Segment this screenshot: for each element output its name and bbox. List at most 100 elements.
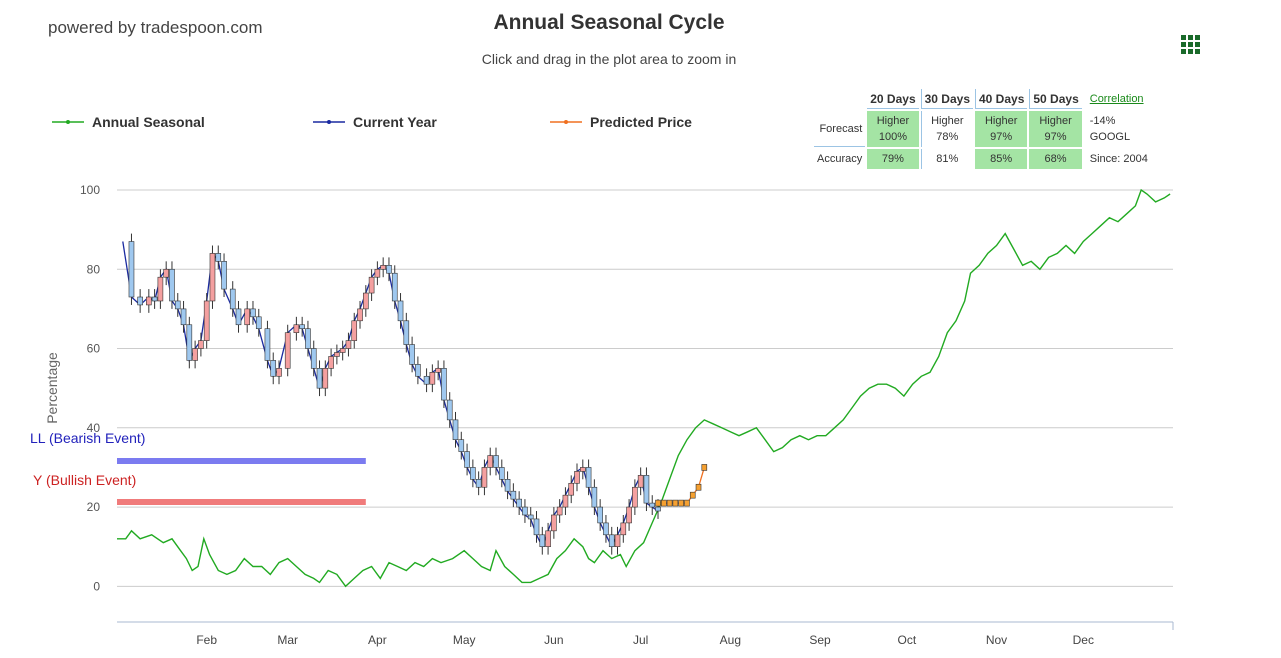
candle bbox=[397, 300, 404, 322]
candle bbox=[244, 308, 250, 326]
candle bbox=[299, 324, 305, 330]
candle bbox=[614, 534, 621, 547]
forecast-header-50: 50 Days bbox=[1029, 89, 1082, 109]
candle bbox=[284, 332, 291, 369]
legend-item-predicted-price[interactable]: Predicted Price bbox=[550, 114, 692, 130]
legend-item-current-year[interactable]: Current Year bbox=[313, 114, 437, 130]
correlation-info: -14% GOOGL bbox=[1089, 115, 1131, 143]
candle bbox=[198, 340, 204, 349]
forecast-row-label: Forecast bbox=[814, 111, 866, 147]
candle bbox=[487, 455, 494, 468]
candle bbox=[649, 502, 656, 508]
candle bbox=[533, 518, 540, 536]
candle bbox=[510, 490, 517, 500]
candle bbox=[574, 471, 580, 484]
candle bbox=[334, 352, 340, 357]
legend-label: Current Year bbox=[353, 114, 437, 130]
chart-subtitle: Click and drag in the plot area to zoom … bbox=[481, 51, 737, 67]
predicted-marker bbox=[695, 483, 702, 491]
candle bbox=[229, 288, 236, 310]
candle bbox=[163, 268, 169, 278]
forecast-cell: Higher 100% bbox=[867, 111, 919, 147]
candle bbox=[551, 514, 557, 532]
candle bbox=[357, 308, 363, 322]
candle bbox=[255, 316, 262, 330]
candle bbox=[328, 356, 334, 369]
candle bbox=[643, 475, 650, 504]
candle bbox=[363, 292, 369, 310]
chart-title: Annual Seasonal Cycle bbox=[493, 11, 725, 34]
candle bbox=[562, 494, 569, 508]
candle bbox=[504, 479, 511, 492]
candle bbox=[475, 479, 482, 488]
candle bbox=[276, 368, 282, 377]
candle bbox=[169, 268, 175, 302]
predicted-marker bbox=[678, 499, 684, 507]
candle bbox=[632, 486, 638, 508]
candle bbox=[415, 364, 421, 377]
bearish-event-label: LL (Bearish Event) bbox=[30, 430, 146, 446]
candle bbox=[409, 344, 415, 365]
candle bbox=[186, 324, 193, 361]
candle bbox=[522, 506, 528, 516]
candle bbox=[597, 506, 603, 524]
grid-menu-icon[interactable] bbox=[1181, 35, 1200, 54]
predicted-marker bbox=[661, 499, 667, 507]
candle bbox=[305, 328, 311, 349]
accuracy-cell: 85% bbox=[975, 149, 1028, 169]
y-tick-label: 80 bbox=[87, 262, 101, 276]
y-tick-label: 20 bbox=[87, 500, 101, 514]
candle bbox=[608, 534, 615, 547]
candle bbox=[481, 467, 488, 488]
candle bbox=[293, 324, 300, 333]
candle bbox=[386, 265, 392, 274]
candle bbox=[192, 348, 198, 361]
candle bbox=[446, 399, 453, 421]
forecast-header-30: 30 Days bbox=[920, 89, 973, 109]
since-text: Since: 2004 bbox=[1089, 153, 1148, 165]
legend-line-icon bbox=[52, 120, 84, 124]
candle bbox=[498, 467, 505, 480]
forecast-cell: Higher 97% bbox=[975, 111, 1028, 147]
accuracy-cell: 81% bbox=[920, 149, 973, 169]
candle bbox=[128, 241, 135, 298]
powered-by-text: powered by tradespoon.com bbox=[48, 18, 263, 37]
accuracy-row-label: Accuracy bbox=[817, 153, 863, 165]
candle bbox=[146, 296, 152, 306]
predicted-marker bbox=[701, 464, 708, 471]
y-tick-label: 40 bbox=[87, 421, 101, 435]
candle bbox=[368, 276, 375, 294]
candle bbox=[470, 467, 476, 480]
candle bbox=[585, 467, 592, 488]
candle bbox=[250, 308, 256, 318]
candle bbox=[603, 522, 609, 536]
candle bbox=[539, 534, 546, 547]
x-tick-label: Sep bbox=[809, 633, 831, 647]
forecast-header-40: 40 Days bbox=[975, 89, 1028, 109]
legend-label: Annual Seasonal bbox=[92, 114, 205, 130]
candle bbox=[429, 372, 436, 385]
predicted-marker bbox=[672, 499, 679, 507]
candle bbox=[180, 308, 187, 326]
candle bbox=[345, 340, 352, 349]
candle bbox=[493, 455, 499, 468]
legend-item-annual-seasonal[interactable]: Annual Seasonal bbox=[52, 114, 205, 130]
candle bbox=[620, 522, 627, 536]
candle bbox=[545, 530, 551, 547]
candle bbox=[655, 506, 661, 512]
y-tick-label: 100 bbox=[80, 183, 100, 197]
candle bbox=[339, 348, 346, 353]
candle bbox=[435, 368, 441, 373]
candle bbox=[157, 276, 164, 302]
x-tick-label: May bbox=[453, 633, 476, 647]
candle bbox=[221, 261, 227, 290]
candle bbox=[264, 328, 271, 361]
forecast-table: 20 Days 30 Days 40 Days 50 Days Correlat… bbox=[812, 87, 1153, 171]
candle bbox=[174, 300, 181, 310]
candle bbox=[209, 253, 216, 302]
correlation-link[interactable]: Correlation bbox=[1089, 93, 1144, 105]
candle bbox=[391, 272, 398, 302]
candle bbox=[626, 506, 632, 524]
candle bbox=[322, 368, 329, 389]
